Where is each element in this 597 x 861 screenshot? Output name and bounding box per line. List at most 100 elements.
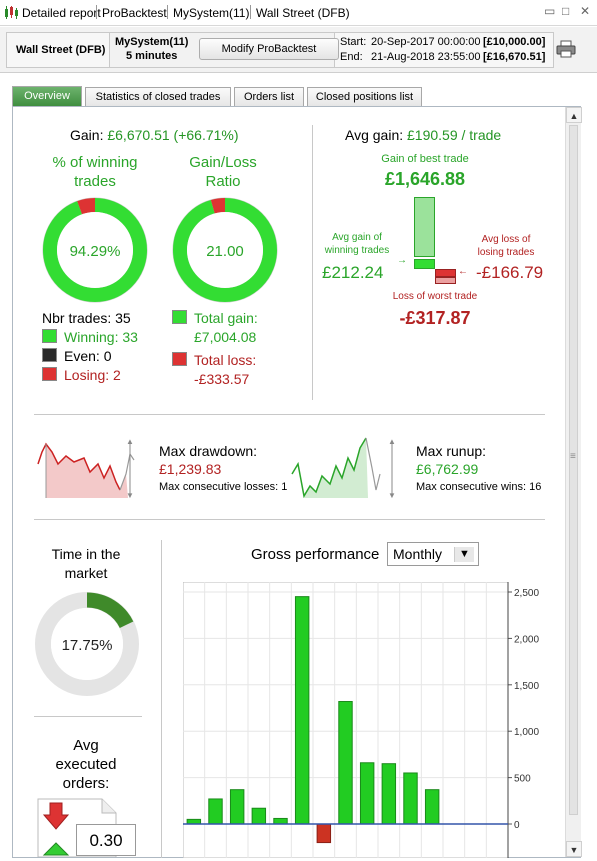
- avg-gain-value: £190.59 / trade: [407, 127, 502, 143]
- loss-arc: [173, 198, 277, 302]
- gain-loss-ratio-title: Gain/Loss Ratio: [168, 153, 278, 191]
- title-detailed-report: Detailed report: [22, 6, 101, 20]
- instrument-name: Wall Street (DFB): [16, 44, 106, 56]
- maximize-icon[interactable]: □: [562, 4, 570, 18]
- tab-statistics-closed-trades[interactable]: Statistics of closed trades: [85, 87, 231, 106]
- title-probacktest: ProBacktest: [102, 6, 167, 20]
- time-market-line1: Time in the: [51, 546, 121, 562]
- chart-bar: [208, 798, 223, 825]
- gain-value: £6,670.51 (+66.71%): [107, 127, 239, 143]
- close-icon[interactable]: ✕: [580, 4, 591, 18]
- svg-text:▼: ▼: [126, 491, 134, 500]
- gain-loss-ratio-donut: 21.00: [172, 197, 278, 303]
- chart-bar: [294, 596, 310, 825]
- drawdown-label: Max drawdown:: [159, 443, 258, 459]
- total-gain-label: Total gain:: [194, 310, 258, 326]
- avg-exec-line1: Avg: [73, 737, 99, 754]
- time-in-market-donut: 17.75%: [35, 592, 139, 696]
- even-count: Even: 0: [64, 348, 112, 364]
- nbr-trades: Nbr trades: 35: [42, 310, 131, 326]
- worst-trade-label: Loss of worst trade: [392, 291, 478, 302]
- y-tick-label: 500: [514, 774, 531, 785]
- svg-text:▼: ▼: [388, 491, 396, 500]
- winning-trades-title: % of winning trades: [40, 153, 150, 191]
- tab-orders-list[interactable]: Orders list: [234, 87, 304, 106]
- chart-bar: [381, 763, 397, 825]
- scroll-down-icon[interactable]: ▼: [566, 841, 582, 857]
- avg-win-bar: [414, 259, 435, 269]
- tab-overview[interactable]: Overview: [12, 86, 82, 106]
- total-loss-swatch: [172, 352, 187, 366]
- section-divider: [34, 716, 142, 717]
- tab-closed-positions-list[interactable]: Closed positions list: [307, 87, 422, 106]
- y-tick-label: 0: [514, 820, 520, 831]
- chart-bar: [229, 789, 245, 825]
- title-system: MySystem(11): [173, 6, 250, 20]
- avg-exec-line2: executed: [55, 756, 117, 773]
- avg-loss-label-line1: Avg loss of: [481, 234, 531, 245]
- vertical-scrollbar[interactable]: ▲ ≡ ▼: [565, 107, 582, 857]
- runup-mini-chart: ▲ ▼: [291, 437, 396, 500]
- title-instrument: Wall Street (DFB): [256, 6, 350, 20]
- y-tick-label: 1,500: [514, 681, 539, 692]
- period-select-value: Monthly: [393, 546, 443, 562]
- section-divider: [34, 519, 545, 520]
- period-select[interactable]: Monthly ▼: [387, 542, 479, 566]
- avg-gain-summary: Avg gain: £190.59 / trade: [345, 127, 501, 143]
- end-date: 21-Aug-2018 23:55:00: [371, 51, 481, 63]
- section-divider: [161, 540, 162, 858]
- best-trade-label: Gain of best trade: [381, 153, 469, 165]
- ratio-title-line2: Ratio: [205, 173, 241, 190]
- winning-title-line1: % of winning: [52, 154, 138, 171]
- worst-trade-bar: [435, 277, 456, 284]
- chart-bar: [273, 817, 288, 825]
- scroll-thumb[interactable]: [569, 125, 578, 815]
- end-capital: [£16,670.51]: [483, 51, 546, 63]
- start-date: 20-Sep-2017 00:00:00: [371, 36, 481, 48]
- avg-gain-label: Avg gain:: [345, 127, 404, 143]
- ratio-title-line1: Gain/Loss: [189, 154, 257, 171]
- printer-icon[interactable]: [556, 40, 576, 58]
- modify-probacktest-button[interactable]: Modify ProBacktest: [199, 38, 339, 60]
- even-legend-swatch: [42, 348, 57, 362]
- consecutive-losses: Max consecutive losses: 1: [159, 481, 288, 493]
- svg-text:▲: ▲: [388, 437, 396, 446]
- total-loss-value: -£333.57: [194, 371, 250, 387]
- losing-arc: [43, 198, 147, 302]
- total-gain-swatch: [172, 310, 187, 324]
- avg-win-label: Avg gain of winning trades: [318, 231, 396, 257]
- avg-executed-orders-value: 0.30: [76, 824, 136, 856]
- ratio-value-label: 21.00: [206, 243, 244, 260]
- best-trade-value: £1,646.88: [384, 169, 466, 189]
- time-market-pct: 17.75%: [62, 637, 113, 654]
- chevron-down-icon[interactable]: ▼: [454, 547, 474, 562]
- avg-loss-value: -£166.79: [476, 263, 544, 282]
- start-label: Start:: [340, 36, 367, 48]
- avg-win-value: £212.24: [322, 263, 384, 282]
- chart-bar: [338, 701, 353, 825]
- losing-legend-swatch: [42, 367, 57, 381]
- winning-title-line2: trades: [74, 173, 116, 190]
- losing-count: Losing: 2: [64, 367, 121, 383]
- section-divider: [312, 125, 313, 400]
- avg-loss-bar: [435, 269, 456, 277]
- drawdown-value: £1,239.83: [159, 461, 222, 477]
- runup-label: Max runup:: [416, 443, 487, 459]
- window-title-bar: Detailed report ProBacktest MySystem(11)…: [0, 0, 597, 26]
- chart-bar: [316, 823, 332, 844]
- worst-trade-value: -£317.87: [399, 308, 471, 328]
- avg-win-arrow-icon: →: [397, 255, 407, 266]
- time-in-market-title: Time in the market: [34, 545, 138, 583]
- scroll-up-icon[interactable]: ▲: [566, 107, 582, 123]
- total-gain-value: £7,004.08: [194, 329, 257, 345]
- avg-loss-label: Avg loss of losing trades: [468, 233, 544, 259]
- end-label: End:: [340, 51, 363, 63]
- time-in-market-arc: [35, 592, 139, 696]
- instrument-box: Wall Street (DFB): [6, 32, 110, 68]
- start-capital: [£10,000.00]: [483, 36, 546, 48]
- gross-performance-chart: 2,500 2,000 1,500 1,000 500 0: [183, 582, 539, 858]
- minimize-icon[interactable]: ▭: [544, 4, 556, 18]
- consecutive-wins: Max consecutive wins: 16: [416, 481, 542, 493]
- winning-trades-donut: 94.29%: [42, 197, 148, 303]
- chart-bar: [359, 762, 375, 825]
